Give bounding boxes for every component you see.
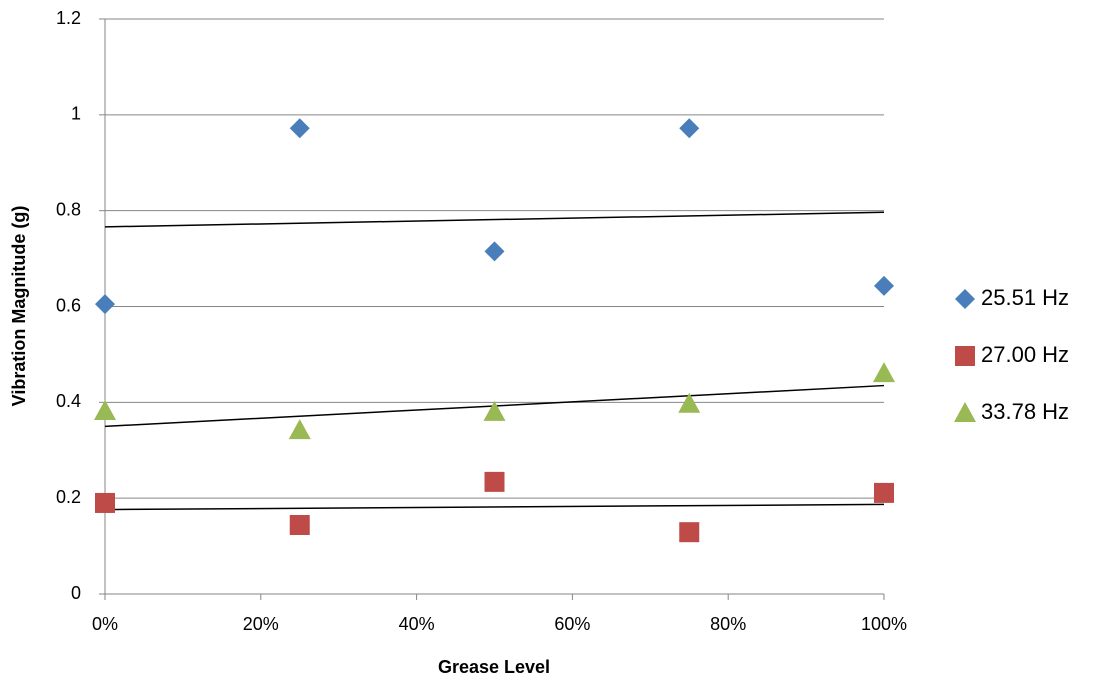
- y-tick-label: 0.8: [56, 199, 81, 219]
- legend-label: 27.00 Hz: [981, 342, 1069, 367]
- marker-square: [95, 492, 115, 513]
- x-tick-label: 40%: [399, 614, 435, 634]
- marker-diamond: [95, 294, 115, 315]
- marker-square: [955, 346, 975, 366]
- x-tick-label: 100%: [861, 614, 907, 634]
- x-tick-label: 20%: [243, 614, 279, 634]
- marker-square: [679, 522, 700, 543]
- y-axis-title: Vibration Magnitude (g): [9, 206, 29, 407]
- y-tick-label: 0.4: [56, 391, 81, 411]
- y-tick-label: 0: [71, 583, 81, 603]
- x-tick-label: 60%: [554, 614, 590, 634]
- marker-diamond: [679, 118, 700, 139]
- x-tick-label: 0%: [92, 614, 118, 634]
- marker-triangle: [483, 400, 506, 421]
- legend-label: 25.51 Hz: [981, 285, 1069, 310]
- y-tick-label: 0.6: [56, 295, 81, 315]
- marker-triangle: [678, 392, 701, 413]
- y-tick-label: 1: [71, 104, 81, 124]
- marker-triangle: [873, 362, 895, 383]
- marker-diamond: [484, 241, 505, 262]
- marker-square: [289, 515, 310, 535]
- y-tick-label: 0.2: [56, 487, 81, 507]
- marker-triangle: [94, 399, 116, 420]
- marker-diamond: [874, 275, 894, 296]
- marker-diamond: [955, 289, 975, 309]
- marker-diamond: [289, 118, 310, 139]
- marker-triangle: [288, 419, 311, 440]
- marker-triangle: [954, 402, 976, 422]
- legend-label: 33.78 Hz: [981, 399, 1069, 424]
- trendline: [104, 503, 885, 511]
- marker-square: [874, 482, 894, 503]
- marker-square: [484, 471, 505, 492]
- x-tick-label: 80%: [710, 614, 746, 634]
- x-axis-title: Grease Level: [438, 657, 550, 677]
- y-tick-label: 1.2: [56, 8, 81, 28]
- trendline: [104, 211, 885, 228]
